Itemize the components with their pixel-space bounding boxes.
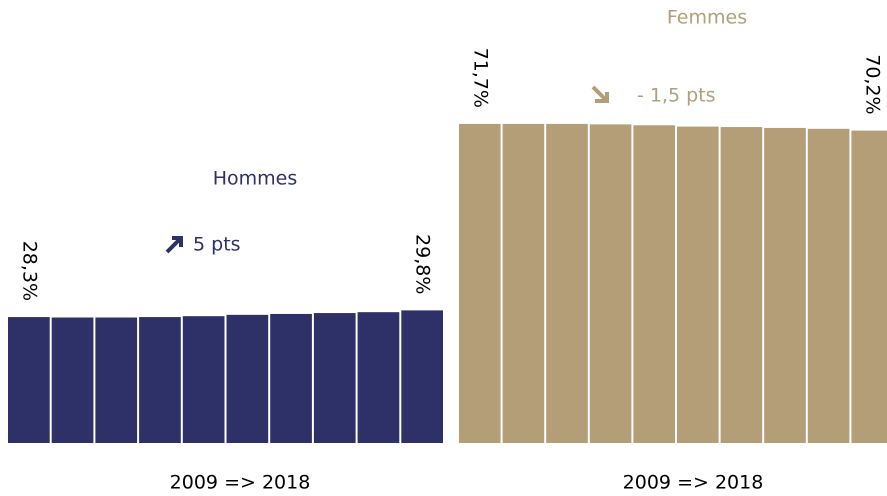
bar — [95, 317, 138, 443]
bar — [677, 126, 719, 443]
bar — [8, 317, 50, 443]
bar — [270, 313, 312, 443]
annotation: - 1,5 pts — [637, 85, 716, 107]
bar — [851, 130, 887, 444]
bar — [226, 314, 269, 443]
value-label: 70,2% — [862, 54, 884, 114]
bar — [313, 313, 356, 443]
bar — [401, 310, 443, 443]
up-arrow — [165, 236, 183, 254]
annotation: 5 pts — [193, 234, 241, 256]
bar — [807, 128, 850, 443]
bar — [633, 125, 675, 444]
bar — [459, 123, 501, 443]
value-label: 71,7% — [469, 48, 491, 108]
bar — [51, 317, 94, 443]
x-axis-label: 2009 => 2018 — [623, 472, 764, 494]
value-label: 28,3% — [18, 241, 40, 301]
chart-title: Femmes — [667, 7, 747, 29]
bar — [357, 312, 400, 443]
value-label: 29,8% — [412, 234, 434, 294]
bar — [764, 127, 806, 443]
bar — [589, 124, 632, 443]
bar — [502, 123, 545, 443]
chart-title: Hommes — [213, 168, 298, 190]
bar — [139, 317, 181, 443]
down-arrow — [591, 85, 609, 103]
x-axis-label: 2009 => 2018 — [170, 472, 311, 494]
bar — [182, 316, 225, 443]
bar — [546, 123, 588, 443]
bar — [720, 127, 763, 444]
